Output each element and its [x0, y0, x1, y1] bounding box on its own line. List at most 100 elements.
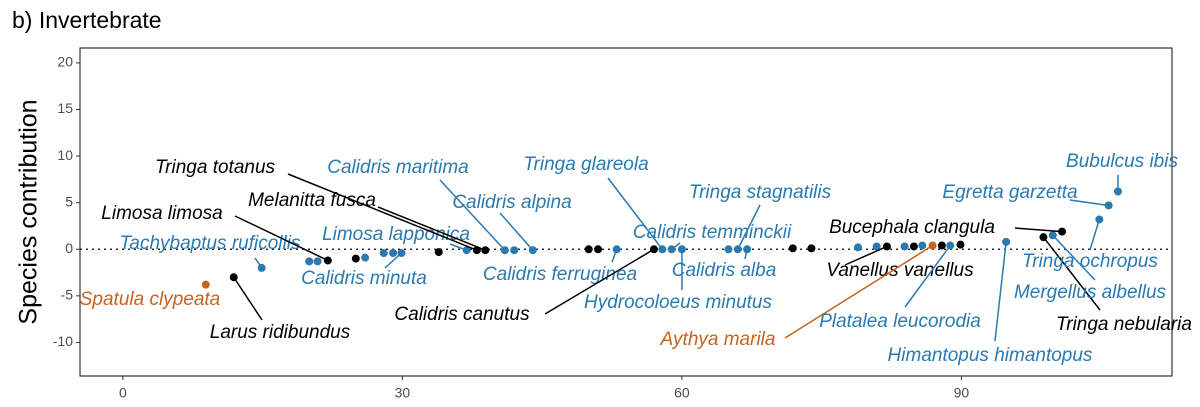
- point: [257, 263, 266, 272]
- point-label: Calidris temminckii: [633, 222, 792, 243]
- point: [201, 280, 210, 289]
- point: [807, 244, 816, 253]
- leader-line: [1042, 236, 1101, 311]
- point: [956, 240, 965, 249]
- point: [733, 245, 742, 254]
- leader-line: [904, 245, 951, 308]
- point-label: Calidris alpina: [452, 192, 571, 213]
- point: [724, 245, 733, 254]
- leader-line: [1069, 199, 1109, 207]
- point: [667, 245, 676, 254]
- point: [1002, 237, 1011, 246]
- point-label: Limosa limosa: [101, 203, 222, 224]
- point: [1048, 231, 1057, 240]
- leader-line: [439, 179, 506, 251]
- point: [928, 241, 937, 250]
- leader-line: [1089, 219, 1101, 251]
- point-label: Tringa ochropus: [1022, 251, 1158, 272]
- point: [788, 244, 797, 253]
- x-tick-label: 60: [674, 385, 690, 401]
- leader-line: [544, 248, 655, 315]
- leader-line: [737, 204, 761, 250]
- point: [379, 249, 388, 257]
- point: [946, 241, 955, 250]
- point: [481, 246, 490, 255]
- leader-line: [607, 177, 663, 250]
- point-label: Calidris minuta: [301, 268, 427, 289]
- leader-line: [784, 244, 933, 339]
- y-axis-label: Species contribution: [15, 99, 43, 324]
- point-label: Bubulcus ibis: [1066, 151, 1178, 172]
- point: [528, 246, 537, 255]
- point: [1113, 187, 1122, 196]
- point-label: Larus ridibundus: [210, 322, 351, 343]
- point: [584, 245, 593, 254]
- leader-line: [1014, 227, 1063, 233]
- leader-line: [499, 212, 534, 251]
- point: [649, 245, 658, 254]
- leader-line: [1052, 234, 1096, 281]
- point: [1104, 201, 1113, 210]
- leader-line: [377, 206, 486, 251]
- point-label: Calidris alba: [672, 260, 777, 281]
- point-label: Tringa totanus: [155, 157, 276, 178]
- point-label: Tachybaptus ruficollis: [120, 233, 301, 254]
- point: [462, 246, 471, 255]
- chart-title: b) Invertebrate: [12, 7, 162, 33]
- point: [434, 248, 443, 257]
- point-label: Tringa stagnatilis: [689, 182, 832, 203]
- point: [872, 242, 881, 251]
- y-tick-label: 0: [65, 240, 73, 256]
- y-tick-label: 5: [65, 193, 73, 209]
- leader-line: [234, 215, 329, 262]
- point-label: Mergellus albellus: [1014, 282, 1167, 303]
- point-label: Bucephala clangula: [829, 217, 995, 238]
- point: [397, 249, 406, 257]
- point: [389, 249, 398, 257]
- y-tick-label: -10: [53, 333, 73, 349]
- point: [305, 257, 314, 266]
- point: [937, 241, 946, 250]
- point-label: Calidris canutus: [394, 304, 530, 325]
- point-label: Calidris ferruginea: [483, 264, 637, 285]
- x-tick-label: 0: [119, 385, 127, 401]
- point-label: Tringa nebularia: [1056, 314, 1192, 335]
- point-label: Platalea leucorodia: [819, 311, 981, 332]
- point-label: Vanellus vanellus: [826, 260, 974, 281]
- point: [313, 257, 322, 266]
- point: [510, 246, 519, 255]
- point-label: Tringa glareola: [523, 154, 648, 175]
- point: [677, 245, 686, 254]
- leader-line: [844, 245, 888, 266]
- point-label: Calidris maritima: [327, 157, 468, 178]
- x-tick-label: 30: [395, 385, 411, 401]
- x-tick-label: 90: [954, 385, 970, 401]
- point-label: Aythya marila: [660, 329, 776, 350]
- point: [612, 245, 621, 254]
- point: [323, 256, 332, 265]
- point: [882, 242, 891, 251]
- point: [361, 253, 370, 262]
- leader-line: [287, 173, 478, 251]
- y-tick-label: 15: [57, 100, 73, 116]
- y-tick-label: 20: [57, 54, 73, 70]
- point-label: Egretta garzetta: [942, 182, 1077, 203]
- point: [1039, 233, 1048, 242]
- point: [909, 242, 918, 251]
- plot-border: [79, 47, 1173, 377]
- y-tick-label: 10: [57, 147, 73, 163]
- point-label: Himantopus himantopus: [888, 345, 1093, 366]
- point: [500, 246, 509, 255]
- leader-line: [233, 276, 263, 321]
- point: [229, 273, 238, 282]
- point: [900, 242, 909, 251]
- point: [351, 254, 360, 263]
- point-label: Spatula clypeata: [80, 289, 221, 310]
- y-tick-label: -5: [61, 287, 74, 303]
- point: [1095, 215, 1104, 224]
- point: [1058, 227, 1067, 236]
- point: [854, 243, 863, 252]
- point: [918, 241, 927, 250]
- point-label: Melanitta fusca: [248, 190, 376, 211]
